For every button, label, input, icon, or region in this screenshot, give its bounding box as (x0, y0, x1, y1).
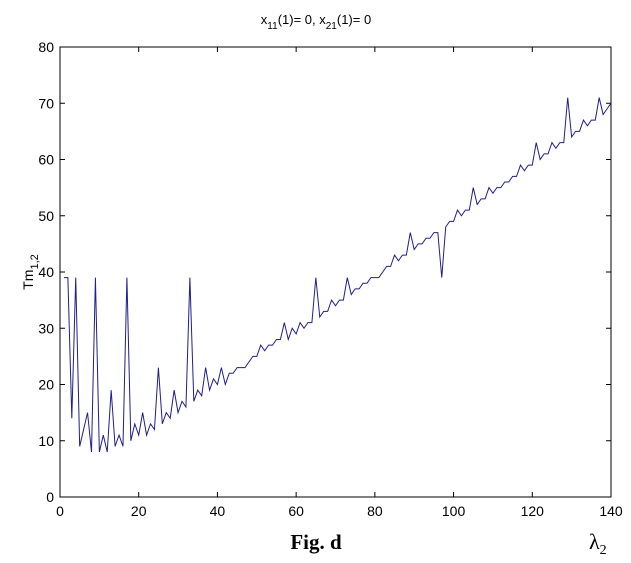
plot-area (59, 46, 612, 498)
x-tick-label: 120 (521, 503, 545, 519)
x-tick-label: 0 (56, 503, 64, 519)
y-tick-label: 30 (38, 320, 54, 336)
title-var-2: x (319, 12, 326, 27)
x-tick-label: 100 (442, 503, 466, 519)
y-tick-label: 50 (38, 208, 54, 224)
axis-tick-labels: 0 20 40 60 80 100 120 140 0 10 20 30 40 50 60 70 80 (38, 39, 622, 519)
x-axis-label: λ2 (589, 529, 607, 558)
x-axis-label-sub: 2 (600, 543, 607, 558)
x-tick-label: 40 (210, 503, 226, 519)
title-sub-1: 11 (267, 21, 278, 32)
title-text-2: (1)= 0 (337, 12, 371, 27)
y-axis-label-sub: 1,2 (29, 254, 41, 269)
x-tick-label: 140 (599, 503, 623, 519)
figure-caption: Fig. d (290, 530, 342, 554)
series-line (63, 97, 612, 453)
y-tick-label: 10 (38, 433, 54, 449)
x-tick-label: 60 (288, 503, 304, 519)
y-axis-label: Tm1,2 (20, 254, 41, 290)
y-tick-label: 20 (38, 377, 54, 393)
series-layer (63, 97, 612, 453)
title-var-1: x (261, 12, 268, 27)
axis-ticks (59, 46, 612, 498)
y-tick-label: 0 (46, 489, 54, 505)
y-tick-label: 60 (38, 152, 54, 168)
y-axis-label-base: Tm (20, 270, 36, 290)
x-tick-label: 20 (131, 503, 147, 519)
title-sub-2: 21 (326, 21, 338, 32)
x-axis-label-base: λ (589, 529, 600, 554)
y-tick-label: 70 (38, 95, 54, 111)
y-tick-label: 80 (38, 39, 54, 55)
chart-title: x11(1)= 0, x21(1)= 0 (261, 12, 371, 32)
x-tick-label: 80 (367, 503, 383, 519)
title-text-1: (1)= 0, (278, 12, 320, 27)
y-tick-label: 40 (38, 264, 54, 280)
